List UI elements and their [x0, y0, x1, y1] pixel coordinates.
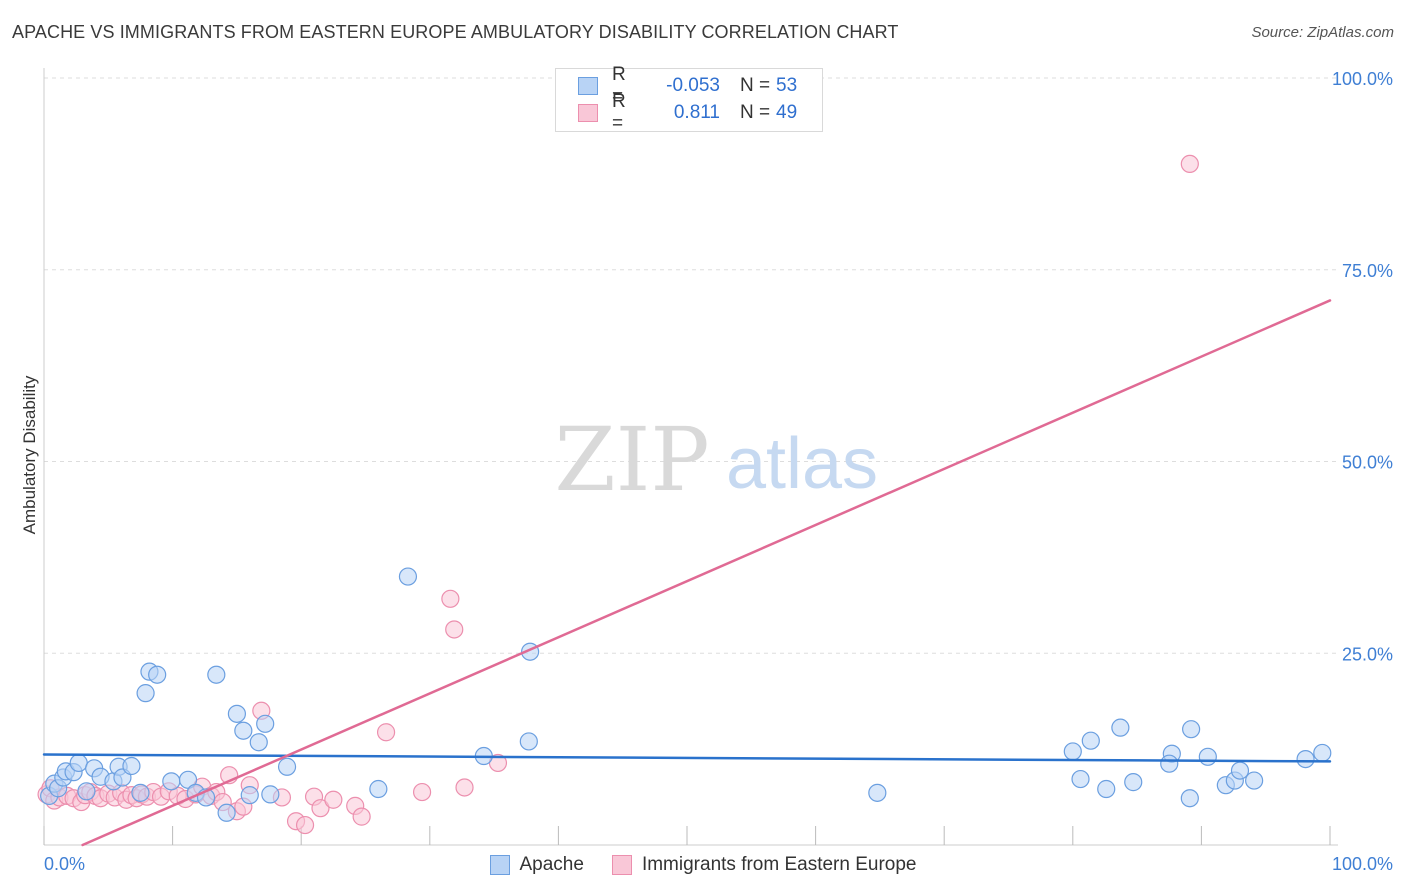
apache-point: [77, 782, 96, 801]
apache-swatch: [578, 77, 598, 95]
apache-point: [227, 704, 246, 723]
legend-item-immigrants[interactable]: Immigrants from Eastern Europe: [611, 854, 917, 876]
apache-point: [519, 732, 538, 751]
immigrant-point: [295, 815, 315, 835]
series-legend: Apache Immigrants from Eastern Europe: [0, 852, 1406, 878]
apache-point: [234, 721, 253, 740]
legend-item-apache[interactable]: Apache: [489, 854, 584, 876]
correlation-legend: R = -0.053 N = 53 R = 0.811 N = 49: [555, 64, 823, 134]
apache-point: [240, 786, 259, 805]
apache-point: [217, 803, 236, 822]
apache-point: [1245, 771, 1264, 790]
legend-label-apache: Apache: [519, 854, 584, 875]
trend-lines: [42, 299, 1332, 847]
apache-point: [1198, 747, 1217, 766]
n-label: N =: [740, 75, 771, 96]
immigrants-swatch: [578, 104, 598, 122]
immigrant-point: [352, 807, 371, 826]
apache-point: [1296, 749, 1315, 769]
immigrant-point: [376, 723, 396, 742]
apache-swatch: [489, 855, 510, 875]
apache-point: [249, 733, 268, 752]
immigrant-point: [441, 589, 460, 608]
watermark: ZIP atlas: [554, 408, 878, 511]
tick-labels: 25.0% 50.0% 75.0% 100.0% 0.0% 100.0%: [44, 69, 1393, 874]
data-points: [37, 154, 1332, 835]
immigrant-point: [1180, 154, 1199, 174]
watermark-atlas: atlas: [726, 424, 878, 504]
immigrant-point: [311, 799, 330, 818]
x-tick-label: 100.0%: [1332, 854, 1393, 874]
apache-point: [1230, 761, 1250, 780]
immigrant-point: [445, 620, 464, 639]
apache-point: [1180, 789, 1199, 808]
apache-point: [122, 756, 141, 776]
legend-row-apache: R = -0.053 N = 53: [578, 64, 798, 107]
apache-point: [207, 665, 226, 684]
n-value: 53: [776, 75, 798, 96]
y-tick-label: 75.0%: [1342, 261, 1393, 281]
apache-point: [1081, 731, 1100, 750]
r-label: R =: [612, 91, 626, 134]
chart-title: APACHE VS IMMIGRANTS FROM EASTERN EUROPE…: [12, 22, 899, 42]
y-tick-label: 100.0%: [1332, 69, 1393, 89]
apache-point: [1313, 743, 1332, 763]
n-label: N =: [740, 102, 771, 123]
y-tick-label: 50.0%: [1342, 453, 1393, 473]
immigrant-point: [455, 778, 474, 797]
apache-point: [1182, 720, 1201, 739]
immigrants-swatch: [611, 855, 632, 875]
r-label: R =: [612, 64, 626, 107]
apache-point: [868, 783, 887, 802]
immigrant-point: [412, 782, 432, 802]
apache-point: [1160, 754, 1179, 773]
apache-point: [148, 665, 167, 684]
apache-point: [162, 772, 181, 791]
axes: [43, 68, 1338, 846]
grid-lines: [44, 77, 1338, 654]
source-label: Source: ZipAtlas.com: [1251, 24, 1394, 41]
apache-point: [261, 785, 280, 804]
apache-point: [1063, 742, 1082, 761]
apache-trend-line: [42, 753, 1332, 763]
apache-point: [398, 567, 418, 586]
apache-point: [1097, 779, 1116, 799]
apache-point: [1111, 718, 1130, 737]
legend-row-immigrants: R = 0.811 N = 49: [578, 91, 798, 134]
apache-point: [69, 753, 88, 773]
apache-point: [256, 714, 275, 733]
y-tick-label: 25.0%: [1342, 644, 1393, 664]
apache-point: [277, 757, 297, 776]
r-value: -0.053: [666, 75, 720, 96]
immigrants-trend-line: [81, 299, 1332, 847]
apache-point: [131, 783, 150, 802]
apache-point: [136, 684, 155, 703]
r-value: 0.811: [673, 102, 720, 123]
immigrant-point: [324, 790, 343, 809]
legend-label-immigrants: Immigrants from Eastern Europe: [641, 854, 917, 875]
apache-point: [1071, 769, 1090, 789]
n-value: 49: [776, 102, 798, 123]
apache-point: [1124, 773, 1143, 792]
watermark-zip: ZIP: [554, 408, 709, 511]
apache-point: [369, 779, 388, 799]
x-tick-label: 0.0%: [44, 854, 85, 874]
